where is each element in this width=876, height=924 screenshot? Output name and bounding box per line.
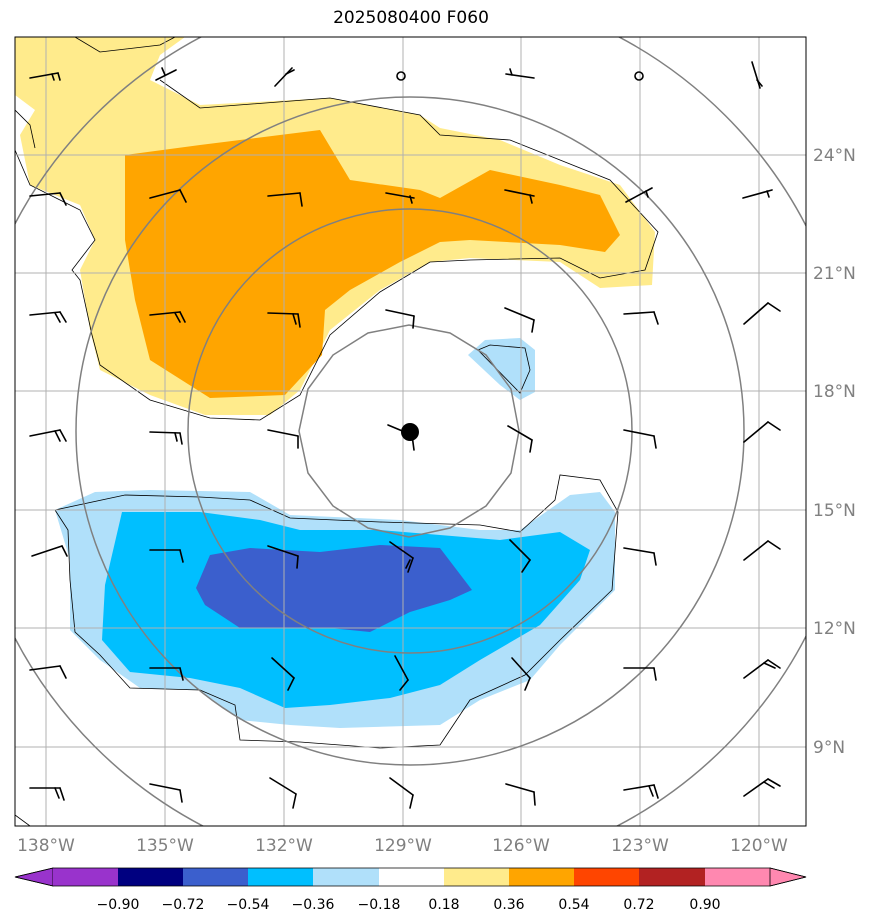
wind-barb [29, 192, 67, 206]
colorbar-tick-label: 0.18 [428, 897, 459, 913]
colorbar-tick-label: −0.90 [97, 897, 140, 913]
wind-barb [149, 667, 184, 681]
lon-tick-label: 120°W [730, 836, 788, 856]
map-title: 2025080400 F060 [333, 8, 489, 28]
range-ring-3 [75, 96, 745, 766]
zero-contours [15, 37, 659, 826]
colorbar-extend-high [769, 867, 807, 887]
wind-barb [509, 539, 531, 573]
colorbar-tick-label: −0.36 [292, 897, 335, 913]
wind-barb [267, 429, 299, 449]
colorbar-segment [574, 868, 639, 886]
wind-barb [155, 67, 177, 81]
wind-barb [389, 541, 414, 573]
colorbar-segment [248, 868, 313, 886]
wind-barb [623, 784, 659, 799]
wind-barb [385, 309, 415, 329]
lat-tick-label: 18°N [813, 382, 856, 402]
lon-tick-label: 126°W [492, 836, 550, 856]
colorbar-tick-label: 0.54 [558, 897, 589, 913]
wind-barb [743, 302, 781, 325]
wind-barb [149, 311, 186, 323]
wind-barb [742, 189, 773, 199]
colorbar-extend-low [14, 867, 54, 887]
colorbar-tick-label: −0.72 [162, 897, 205, 913]
wind-barb [394, 655, 409, 691]
wind-barbs [29, 61, 781, 809]
wind-barb [505, 783, 536, 806]
colorbar-segment [379, 868, 444, 886]
map-frame [14, 36, 807, 827]
wind-barb [743, 659, 781, 679]
wind-barb [505, 68, 535, 79]
lat-tick-label: 21°N [813, 264, 856, 284]
wind-barb [274, 67, 295, 87]
wind-barb [504, 307, 535, 333]
storm-center-marker [401, 423, 419, 441]
colorbar-ticks: −0.90 −0.72 −0.54 −0.36 −0.18 0.18 0.36 … [97, 897, 721, 913]
wind-barb [149, 189, 187, 203]
wind-barb [149, 549, 184, 563]
wind-barb [623, 311, 659, 325]
colorbar-tick-label: 0.36 [493, 897, 524, 913]
colorbar-tick-label: 0.90 [689, 897, 720, 913]
wind-barb [504, 189, 535, 204]
wind-barb [269, 777, 297, 809]
lon-tick-label: 135°W [136, 836, 194, 856]
lat-tick-label: 12°N [813, 619, 856, 639]
wind-barb [511, 657, 531, 691]
lat-tick-label: 15°N [813, 501, 856, 521]
lon-axis: 138°W 135°W 132°W 129°W 126°W 123°W 120°… [17, 836, 788, 856]
lon-tick-label: 138°W [17, 836, 75, 856]
lon-tick-label: 132°W [255, 836, 313, 856]
wind-barb [29, 311, 67, 323]
colorbar-segment [118, 868, 183, 886]
wind-barb [267, 312, 301, 328]
colorbar-segment [444, 868, 509, 886]
colorbar-outline [14, 867, 807, 887]
colorbar-segment [183, 868, 248, 886]
colorbar-tick-label: −0.54 [227, 897, 270, 913]
lat-axis: 24°N 21°N 18°N 15°N 12°N 9°N [813, 146, 856, 758]
colorbar-segment [639, 868, 705, 886]
wind-barb [743, 778, 781, 797]
lon-tick-label: 123°W [611, 836, 669, 856]
colorbar-tick-label: 0.72 [623, 897, 654, 913]
wind-barb [29, 72, 61, 81]
calm-wind-circle [634, 71, 644, 81]
wind-barb [625, 187, 653, 203]
wind-barb [271, 657, 295, 691]
colorbar [14, 867, 807, 887]
colorbar-segment [53, 868, 118, 886]
wind-barb [29, 429, 67, 442]
wind-barb [29, 787, 65, 801]
wind-barb [267, 192, 303, 207]
wind-barb [267, 545, 299, 569]
wind-barb [507, 425, 533, 453]
wind-barb [385, 192, 415, 204]
wind-barb [149, 431, 183, 445]
wind-barb [623, 429, 657, 449]
wind-barb [389, 777, 414, 809]
wind-barb [743, 540, 781, 561]
map-content [15, 37, 806, 826]
lon-tick-label: 129°W [374, 836, 432, 856]
colorbar-segment [705, 868, 770, 886]
wind-barb [623, 547, 657, 566]
lat-tick-label: 24°N [813, 146, 856, 166]
wind-barb [743, 421, 781, 443]
field-positive-036 [125, 130, 620, 398]
wind-barb [29, 665, 67, 679]
wind-barb [31, 545, 68, 557]
lat-tick-label: 9°N [813, 738, 845, 758]
colorbar-tick-label: −0.18 [358, 897, 401, 913]
colorbar-segment [313, 868, 379, 886]
colorbar-segment [509, 868, 574, 886]
wind-barb [751, 61, 763, 89]
calm-wind-circle [396, 71, 406, 81]
range-ring-1 [298, 324, 520, 538]
wind-barb [623, 667, 657, 681]
wind-barb [149, 783, 183, 803]
